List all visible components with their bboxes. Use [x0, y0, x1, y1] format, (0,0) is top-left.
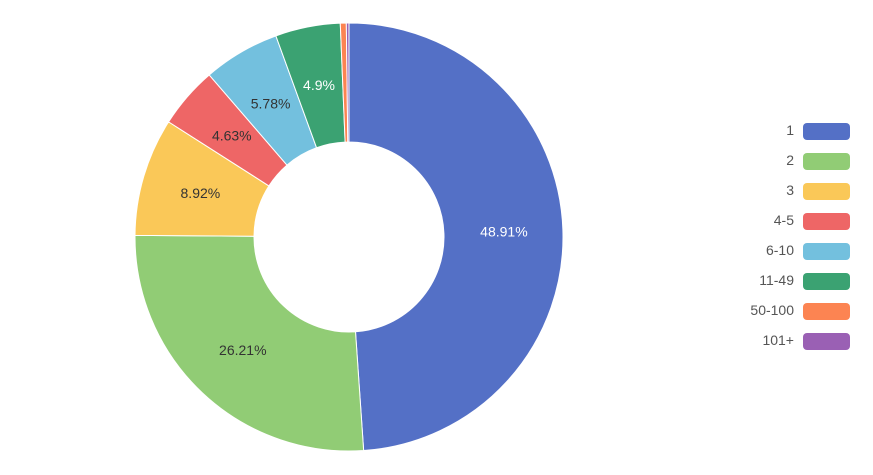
legend-label: 6-10: [765, 242, 794, 258]
chart-slices: [134, 22, 564, 452]
legend-label: 2: [786, 152, 794, 168]
legend-label: 101+: [762, 332, 794, 348]
pie-slice-1[interactable]: [348, 22, 564, 452]
legend-item-6-10[interactable]: 6-10: [700, 238, 860, 268]
legend-swatch: [803, 153, 850, 170]
data-label-1: 48.91%: [480, 224, 527, 240]
legend-item-1[interactable]: 1: [700, 118, 860, 148]
data-label-11-49: 4.9%: [303, 77, 335, 93]
legend-swatch: [803, 183, 850, 200]
data-label-6-10: 5.78%: [251, 95, 291, 111]
legend-label: 4-5: [773, 212, 794, 228]
pie-slice-101+[interactable]: [345, 22, 350, 143]
legend-label: 11-49: [759, 272, 794, 288]
legend-label: 50-100: [750, 302, 794, 318]
legend-item-11-49[interactable]: 11-49: [700, 268, 860, 298]
legend-item-2[interactable]: 2: [700, 148, 860, 178]
data-label-3: 8.92%: [181, 185, 221, 201]
legend-swatch: [803, 273, 850, 290]
legend-swatch: [803, 123, 850, 140]
legend-label: 3: [786, 182, 794, 198]
data-label-2: 26.21%: [219, 342, 266, 358]
legend-item-101+[interactable]: 101+: [700, 328, 860, 358]
legend-item-4-5[interactable]: 4-5: [700, 208, 860, 238]
legend-swatch: [803, 243, 850, 260]
chart-data-labels: 48.91% 26.21% 8.92% 4.63% 5.78% 4.9%: [181, 77, 528, 358]
legend-item-3[interactable]: 3: [700, 178, 860, 208]
legend-item-50-100[interactable]: 50-100: [700, 298, 860, 328]
legend-label: 1: [786, 122, 794, 138]
legend-swatch: [803, 303, 850, 320]
legend-swatch: [803, 333, 850, 350]
legend-swatch: [803, 213, 850, 230]
data-label-4-5: 4.63%: [212, 128, 252, 144]
pie-slice-2[interactable]: [134, 234, 365, 452]
